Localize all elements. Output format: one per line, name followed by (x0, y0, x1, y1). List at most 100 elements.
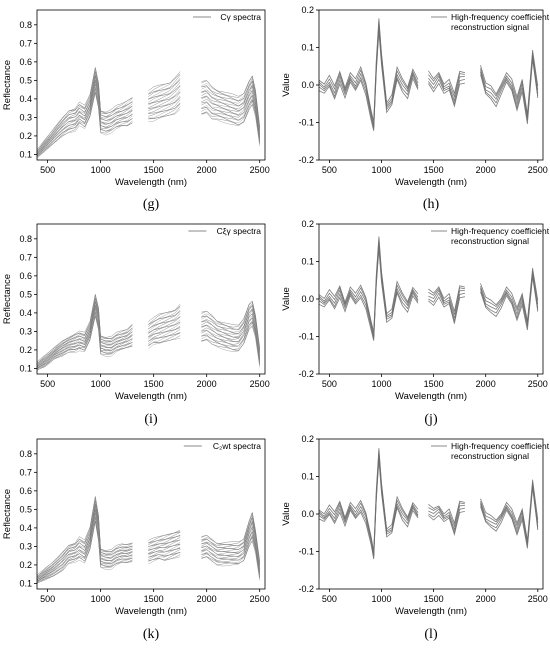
x-tick-label: 2500 (250, 594, 270, 604)
y-tick-label: 0.7 (19, 467, 32, 477)
legend-label-line-1: High-frequency coefficient (451, 12, 550, 22)
y-tick-label: -0.2 (298, 369, 314, 379)
signal-line-4 (318, 18, 539, 122)
spectrum-line-18 (36, 501, 260, 579)
signal-line-3 (318, 450, 539, 554)
x-axis-label: Wavelength (nm) (395, 177, 467, 188)
x-tick-label: 1000 (91, 165, 111, 175)
y-tick-label: 0.8 (19, 234, 32, 244)
x-tick-label: 500 (40, 379, 55, 389)
legend-label-line-2: reconstruction signal (451, 451, 529, 461)
spectrum-line-23 (36, 496, 260, 576)
chart-panel-i: 500 1000 1500 2000 2500 0.1 0.2 0.3 0.4 0.5 0.6 0.7… (2, 223, 270, 427)
spectrum-line-7 (36, 513, 260, 583)
legend-label: C₂wt spectra (213, 441, 261, 451)
panel-label: (g) (143, 197, 160, 212)
y-tick-label: -0.2 (298, 584, 314, 594)
y-tick-label: 0.2 (301, 219, 314, 229)
y-tick-label: 0.2 (19, 131, 32, 141)
series-lines (318, 236, 539, 341)
spectrum-line-3 (36, 89, 260, 159)
chart-panel-h: 500 1000 1500 2000 2500 -0.2 -0.1 0.0 0.1 0.2 Wave… (281, 5, 550, 212)
y-tick-label: 0.6 (19, 271, 32, 281)
y-tick-label: -0.2 (298, 155, 314, 165)
spectrum-line-17 (36, 503, 260, 579)
spectrum-line-23 (36, 67, 260, 150)
x-tick-label: 2500 (528, 165, 548, 175)
y-tick-label: 0.8 (19, 449, 32, 459)
y-axis-label: Value (281, 73, 292, 97)
chart-panel-k: 500 1000 1500 2000 2500 0.1 0.2 0.3 0.4 0.5 0.6 0.7… (2, 438, 270, 642)
x-tick-label: 1000 (371, 594, 391, 604)
chart-panel-j: 500 1000 1500 2000 2500 -0.2 -0.1 0.0 0.1 0.2 Wave… (281, 219, 550, 427)
y-tick-label: -0.1 (298, 332, 314, 342)
legend-label: High-frequency coefficient reconstruction… (451, 441, 550, 461)
x-tick-label: 1500 (144, 594, 164, 604)
legend: Cγ spectra (193, 12, 261, 22)
spectrum-line-0 (36, 521, 260, 584)
y-tick-label: 0.7 (19, 252, 32, 262)
x-tick-label: 2000 (476, 594, 496, 604)
x-tick-label: 1000 (371, 165, 391, 175)
x-tick-label: 2500 (528, 594, 548, 604)
legend: High-frequency coefficient reconstruction… (431, 226, 550, 246)
spectrum-line-1 (36, 521, 260, 583)
plot-frame (36, 9, 266, 161)
y-axis-label: Reflectance (2, 274, 13, 324)
y-axis-label: Reflectance (2, 60, 13, 110)
y-tick-label: 0.3 (19, 326, 32, 336)
legend: High-frequency coefficient reconstruction… (431, 12, 550, 32)
y-tick-label: 0.1 (19, 578, 32, 588)
legend-label: High-frequency coefficient reconstruction… (451, 226, 550, 246)
plot-frame (36, 438, 266, 590)
spectrum-line-14 (36, 76, 260, 155)
x-axis-label: Wavelength (nm) (115, 391, 187, 402)
x-tick-label: 2500 (250, 165, 270, 175)
spectrum-line-20 (36, 500, 260, 577)
legend-label-line-2: reconstruction signal (451, 236, 529, 246)
panel-label: (h) (423, 197, 440, 212)
spectrum-line-18 (36, 298, 260, 366)
y-tick-label: 0.8 (19, 20, 32, 30)
spectrum-line-18 (36, 72, 260, 154)
y-tick-label: 0.3 (19, 112, 32, 122)
chart-panel-l: 500 1000 1500 2000 2500 -0.2 -0.1 0.0 0.1 0.2 Wave… (281, 434, 550, 642)
y-axis-label: Value (281, 502, 292, 526)
plot-frame (36, 223, 266, 375)
legend: High-frequency coefficient reconstruction… (431, 441, 550, 461)
y-tick-label: 0.0 (301, 80, 314, 90)
x-tick-label: 1000 (371, 379, 391, 389)
spectrum-line-20 (36, 71, 260, 152)
y-tick-label: 0.6 (19, 486, 32, 496)
legend-label: High-frequency coefficient reconstruction… (451, 12, 550, 32)
y-tick-label: 0.0 (301, 509, 314, 519)
x-tick-label: 1500 (144, 165, 164, 175)
y-tick-label: 0.4 (19, 523, 32, 533)
spectrum-line-11 (36, 304, 260, 368)
spectrum-line-16 (36, 504, 260, 578)
legend-label: Cξγ spectra (217, 226, 262, 236)
spectrum-line-12 (36, 305, 260, 366)
x-axis-label: Wavelength (nm) (395, 391, 467, 402)
panel-label: (k) (143, 627, 160, 642)
x-tick-label: 2000 (476, 379, 496, 389)
spectrum-line-9 (36, 513, 260, 581)
legend: Cξγ spectra (188, 226, 261, 236)
spectrum-line-19 (36, 500, 260, 577)
signal-line-3 (318, 21, 539, 125)
x-tick-label: 2500 (528, 379, 548, 389)
x-tick-label: 1500 (144, 379, 164, 389)
legend-label-line-1: High-frequency coefficient (451, 441, 550, 451)
x-tick-label: 500 (40, 165, 55, 175)
x-axis-label: Wavelength (nm) (115, 177, 187, 188)
y-tick-label: 0.4 (19, 94, 32, 104)
spectrum-line-6 (36, 516, 260, 583)
y-tick-label: 0.4 (19, 308, 32, 318)
y-tick-label: 0.6 (19, 57, 32, 67)
y-tick-label: 0.3 (19, 541, 32, 551)
x-tick-label: 500 (322, 594, 337, 604)
y-tick-label: 0.5 (19, 289, 32, 299)
series-lines (318, 18, 539, 131)
y-tick-label: 0.5 (19, 75, 32, 85)
